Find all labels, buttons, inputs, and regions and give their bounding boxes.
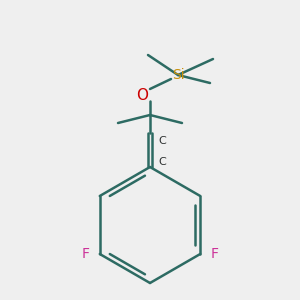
Text: C: C (158, 157, 166, 167)
Text: F: F (210, 247, 218, 261)
Text: C: C (158, 136, 166, 146)
Text: F: F (82, 247, 90, 261)
Text: O: O (136, 88, 148, 103)
Text: Si: Si (172, 68, 184, 82)
